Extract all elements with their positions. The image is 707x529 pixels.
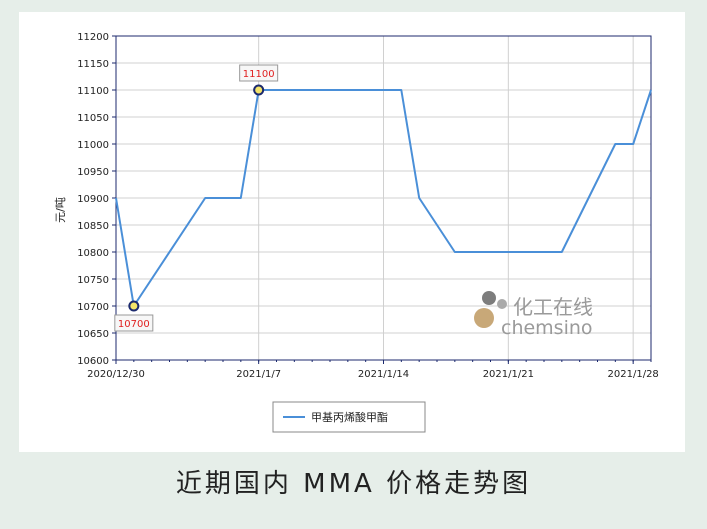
watermark: 化工在线 chemsino	[474, 291, 593, 339]
y-tick-label: 10600	[77, 356, 109, 367]
y-tick-label: 10800	[77, 248, 109, 259]
y-ticks: 10600 10650 10700 10750 10800 10850 10900 10950…	[77, 32, 116, 367]
legend: 甲基丙烯酸甲酯	[272, 401, 426, 433]
annotation-box	[239, 64, 279, 82]
annotation-label: 11100	[243, 69, 275, 80]
x-tick-label: 2021/1/28	[608, 369, 659, 380]
y-tick-label: 11050	[77, 113, 109, 124]
watermark-logo-dot-2	[497, 299, 507, 309]
watermark-logo-dot-1	[482, 291, 496, 305]
annotation-marker	[128, 300, 140, 312]
series-line	[115, 89, 652, 307]
y-tick-label: 11100	[77, 86, 109, 97]
watermark-cn: 化工在线	[513, 295, 593, 319]
y-tick-label: 11150	[77, 59, 109, 70]
price-chart: 元/吨 106001065010700107501080010850109001…	[54, 32, 659, 433]
y-axis-title: 元/吨	[54, 197, 67, 223]
watermark-en: chemsino	[501, 317, 593, 339]
annotations: 10700 11100	[114, 64, 279, 332]
annotation-marker	[253, 84, 265, 96]
y-tick-label: 11200	[77, 32, 109, 43]
chart-panel: 元/吨 10600 10650 10700 10750 10800 10850 10900 1…	[19, 12, 685, 452]
annotation-label: 10700	[118, 319, 150, 330]
legend-label: 甲基丙烯酸甲酯	[311, 410, 388, 424]
x-tick-label: 2020/12/30	[87, 369, 145, 380]
page-caption: 近期国内 MMA 价格走势图	[175, 469, 532, 499]
y-tick-label: 10650	[77, 329, 109, 340]
x-tick-label: 2021/1/21	[483, 369, 534, 380]
x-tick-label: 2021/1/14	[358, 369, 409, 380]
y-tick-label: 10900	[77, 194, 109, 205]
y-tick-label: 10950	[77, 167, 109, 178]
y-tick-label: 11000	[77, 140, 109, 151]
series-layer	[115, 89, 652, 307]
watermark-logo-dot-3	[474, 308, 494, 328]
x-tick-label: 2021/1/7	[236, 369, 281, 380]
y-tick-label: 10850	[77, 221, 109, 232]
x-ticks: 2020/12/30 2021/1/7 2021/1/14 2021/1/21 2021…	[87, 360, 659, 380]
annotation-box	[114, 314, 154, 332]
y-tick-label: 10700	[77, 302, 109, 313]
y-tick-label: 10750	[77, 275, 109, 286]
